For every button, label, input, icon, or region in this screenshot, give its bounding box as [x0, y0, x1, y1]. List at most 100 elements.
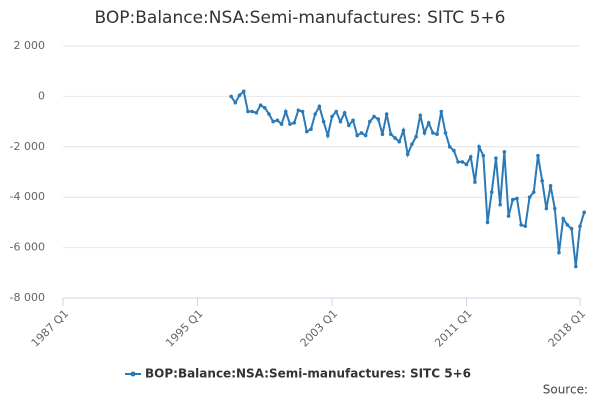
y-tick-label: -4 000 — [10, 190, 45, 203]
series-line — [230, 89, 586, 267]
point — [376, 117, 381, 121]
point — [473, 180, 477, 184]
point — [292, 121, 296, 125]
point — [262, 105, 267, 110]
point — [561, 216, 565, 221]
point — [435, 132, 439, 136]
point — [578, 224, 582, 228]
y-tick-label: 2 000 — [14, 39, 46, 52]
x-tick-label: 2011 Q1 — [432, 307, 475, 350]
chart-title: BOP:Balance:NSA:Semi-manufactures: SITC … — [95, 8, 506, 28]
point — [279, 122, 284, 126]
point — [410, 142, 414, 147]
point — [477, 145, 481, 149]
x-tick-label: 2018 Q1 — [546, 307, 589, 350]
point — [502, 150, 507, 154]
point — [552, 206, 557, 211]
point — [414, 134, 418, 139]
point — [401, 128, 406, 133]
point — [326, 133, 330, 138]
point — [389, 132, 393, 136]
point — [527, 195, 532, 199]
point — [384, 112, 389, 116]
point — [267, 112, 271, 116]
point — [515, 196, 519, 201]
point — [313, 112, 317, 116]
point — [254, 110, 259, 115]
point — [506, 214, 511, 218]
point — [426, 121, 431, 125]
point — [544, 206, 549, 211]
point — [351, 118, 355, 123]
point — [271, 119, 275, 124]
point — [241, 89, 246, 94]
legend-label: BOP:Balance:NSA:Semi-manufactures: SITC … — [145, 367, 471, 381]
point — [258, 103, 263, 108]
point — [489, 190, 494, 194]
x-tick-label: 1995 Q1 — [163, 307, 206, 350]
point — [237, 93, 242, 97]
point — [246, 109, 250, 114]
point — [519, 223, 523, 227]
point — [317, 104, 322, 109]
point — [540, 179, 544, 183]
y-tick-label: -8 000 — [10, 291, 45, 304]
point — [569, 226, 574, 231]
point — [452, 148, 456, 153]
point — [439, 109, 444, 114]
point — [431, 131, 435, 135]
point — [397, 139, 402, 144]
point — [372, 114, 376, 119]
y-tick-label: 0 — [38, 89, 45, 102]
point — [536, 153, 540, 158]
point — [485, 220, 490, 225]
point — [359, 131, 364, 135]
legend-marker — [130, 371, 136, 377]
point — [481, 153, 486, 158]
x-tick-label: 2003 Q1 — [298, 307, 341, 350]
point — [275, 118, 280, 123]
point — [250, 109, 254, 114]
point — [347, 123, 351, 128]
point — [498, 202, 502, 207]
point — [523, 224, 528, 228]
point — [355, 133, 360, 138]
source: Source: — [543, 383, 588, 397]
point — [565, 223, 570, 227]
point — [456, 160, 460, 164]
point — [363, 133, 368, 138]
point — [418, 113, 423, 118]
y-tick-label: -2 000 — [10, 140, 45, 153]
point — [300, 109, 305, 114]
point — [334, 109, 339, 114]
point — [531, 190, 536, 194]
point — [233, 100, 238, 105]
point — [405, 152, 410, 157]
point — [342, 110, 347, 115]
point — [309, 127, 313, 131]
point — [330, 114, 334, 119]
point — [443, 131, 448, 135]
point — [422, 131, 427, 135]
point — [304, 129, 309, 134]
point — [368, 119, 372, 124]
point — [296, 108, 301, 113]
point — [468, 155, 473, 159]
point — [464, 162, 469, 167]
point — [460, 160, 465, 164]
point — [510, 197, 515, 202]
x-tick-label: 1987 Q1 — [29, 307, 72, 350]
point — [557, 250, 561, 255]
point — [582, 210, 587, 215]
point — [447, 145, 452, 149]
point — [494, 156, 498, 160]
point — [321, 119, 326, 124]
point — [338, 119, 343, 124]
point — [229, 94, 233, 99]
y-tick-label: -6 000 — [10, 241, 45, 254]
point — [283, 109, 288, 114]
point — [573, 264, 578, 269]
point — [288, 122, 292, 126]
point — [380, 132, 385, 136]
